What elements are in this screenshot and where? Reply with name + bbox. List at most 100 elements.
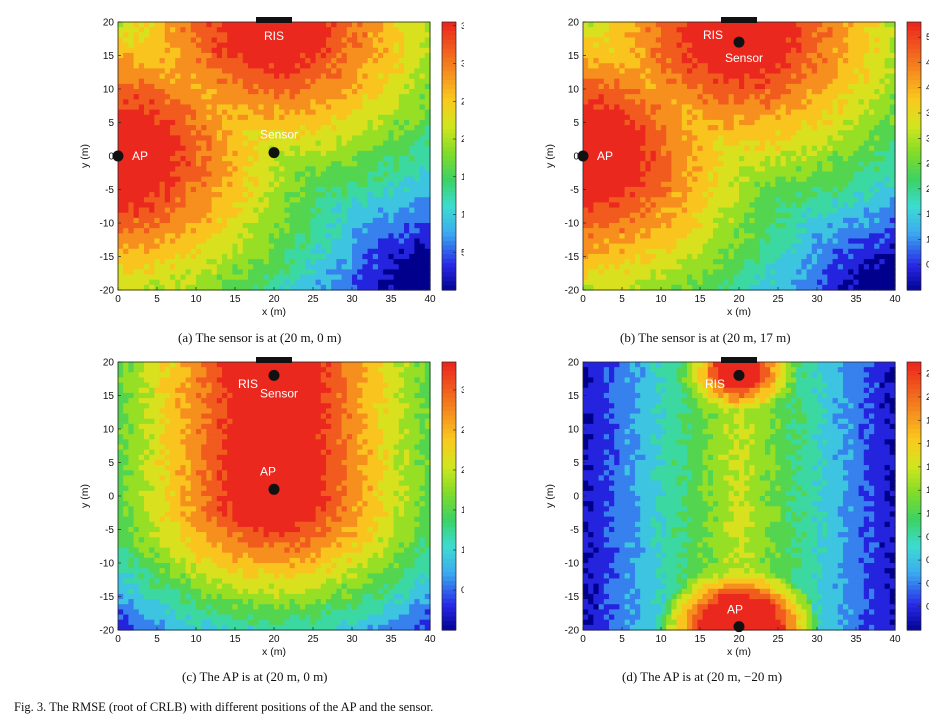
x-tick-label: 10 [190, 294, 202, 305]
x-tick-label: 0 [580, 294, 586, 305]
y-tick-label: 20 [103, 358, 115, 369]
x-tick-label: 30 [346, 634, 358, 645]
colorbar-tick-label: 2.2 [926, 369, 929, 380]
colorbar-tick-label: 2 [926, 392, 929, 403]
y-tick-label: -20 [565, 626, 580, 637]
colorbar-tick-label: 1.6 [926, 439, 929, 450]
x-tick-label: 20 [268, 294, 280, 305]
y-tick-label: 15 [103, 391, 115, 402]
colorbar-tick-label: 1 [926, 234, 929, 245]
x-tick-label: 35 [850, 634, 862, 645]
x-tick-label: 35 [850, 294, 862, 305]
colorbar-tick-label: 2.5 [926, 159, 929, 170]
colorbar-tick-label: 0.4 [926, 578, 929, 589]
caption-d: (d) The AP is at (20 m, −20 m) [622, 669, 783, 684]
heatmap-cells [118, 22, 431, 291]
x-tick-label: 40 [889, 294, 901, 305]
colorbar-tick-label: 3.5 [926, 108, 929, 119]
colorbar-tick-label: 4.5 [926, 57, 929, 68]
marker-ap [733, 621, 745, 633]
x-tick-label: 30 [346, 294, 358, 305]
marker-sensor [268, 369, 280, 381]
ris-label: RIS [703, 28, 723, 42]
colorbar-tick-label: 5 [461, 247, 464, 258]
marker-sensor [268, 147, 280, 159]
colorbar-tick-label: 15 [461, 172, 464, 183]
x-tick-label: 40 [889, 634, 901, 645]
y-tick-label: 0 [108, 492, 114, 503]
x-tick-label: 10 [655, 294, 667, 305]
ris-bar [256, 357, 292, 363]
marker-sensor [733, 36, 745, 48]
heatmap-cells [583, 22, 896, 291]
y-tick-label: -20 [565, 286, 580, 297]
marker-ap [577, 150, 589, 162]
y-tick-label: 0 [108, 152, 114, 163]
x-tick-label: 30 [811, 294, 823, 305]
colorbar-tick-label: 3 [461, 385, 464, 396]
colorbar: 0.2 0.4 0.6 0.8 1 1.2 1.4 1.6 1.8 2 2.2 [906, 361, 929, 631]
y-axis-label: y (m) [544, 484, 556, 508]
x-tick-label: 15 [229, 634, 241, 645]
y-tick-label: 10 [103, 425, 115, 436]
x-tick-label: 40 [424, 294, 436, 305]
x-tick-label: 35 [385, 294, 397, 305]
y-axis-label: y (m) [544, 144, 556, 168]
colorbar-tick-label: 1 [461, 545, 464, 556]
y-tick-label: 5 [573, 118, 579, 129]
colorbar-tick-label: 1 [926, 508, 929, 519]
ris-label: RIS [264, 29, 284, 43]
colorbar-tick-label: 1.5 [926, 209, 929, 220]
x-tick-label: 10 [655, 634, 667, 645]
marker-label: AP [132, 149, 148, 163]
y-axis-label: y (m) [79, 484, 91, 508]
y-tick-label: 5 [108, 118, 114, 129]
y-tick-label: 20 [568, 18, 580, 29]
panel-c: 0 5 10 15 20 25 30 35 40 -20 -15 -10 -5 0 5 10 15 20 x (m)… [0, 340, 464, 670]
colorbar-tick-label: 0.8 [926, 532, 929, 543]
y-tick-label: -15 [565, 252, 580, 263]
x-tick-label: 30 [811, 634, 823, 645]
colorbar-tick-label: 2 [926, 184, 929, 195]
y-tick-label: 15 [568, 391, 580, 402]
colorbar-tick-label: 30 [461, 59, 464, 70]
colorbar: 0.5 1 1.5 2 2.5 3 3.5 4 4.5 5 [906, 21, 929, 291]
x-tick-label: 0 [115, 634, 121, 645]
colorbar-tick-label: 1.4 [926, 462, 929, 473]
panel-a: 0 5 10 15 20 25 30 35 40 -20 -15 -10 -5 0 5 10 15 20 x (m)… [0, 0, 464, 330]
marker-ap [112, 150, 124, 162]
x-axis-label: x (m) [262, 306, 286, 318]
heatmap-cells [583, 362, 896, 631]
y-tick-label: -10 [565, 219, 580, 230]
colorbar-tick-label: 10 [461, 210, 464, 221]
x-tick-label: 20 [268, 634, 280, 645]
ris-bar [721, 357, 757, 363]
y-tick-label: -10 [100, 219, 115, 230]
caption-c: (c) The AP is at (20 m, 0 m) [182, 669, 328, 684]
ris-bar [721, 17, 757, 23]
colorbar-tick-label: 1.5 [461, 505, 464, 516]
colorbar-tick-label: 0.5 [926, 260, 929, 271]
x-tick-label: 10 [190, 634, 202, 645]
colorbar-tick-label: 5 [926, 32, 929, 43]
figure-caption: Fig. 3. The RMSE (root of CRLB) with dif… [14, 700, 434, 714]
x-tick-label: 35 [385, 634, 397, 645]
colorbar-tick-label: 0.5 [461, 585, 464, 596]
caption-a: (a) The sensor is at (20 m, 0 m) [178, 330, 342, 345]
colorbar-tick-label: 20 [461, 134, 464, 145]
x-tick-label: 20 [733, 634, 745, 645]
x-tick-label: 25 [307, 634, 319, 645]
y-tick-label: 10 [568, 85, 580, 96]
colorbar-tick-label: 1.2 [926, 485, 929, 496]
y-tick-label: -20 [100, 626, 115, 637]
y-tick-label: 20 [568, 358, 580, 369]
marker-label: Sensor [725, 51, 763, 65]
x-tick-label: 25 [307, 294, 319, 305]
x-axis-label: x (m) [727, 646, 751, 658]
colorbar-tick-label: 4 [926, 83, 929, 94]
colorbar-tick-label: 3 [926, 133, 929, 144]
y-tick-label: 20 [103, 18, 115, 29]
y-tick-label: 5 [573, 458, 579, 469]
